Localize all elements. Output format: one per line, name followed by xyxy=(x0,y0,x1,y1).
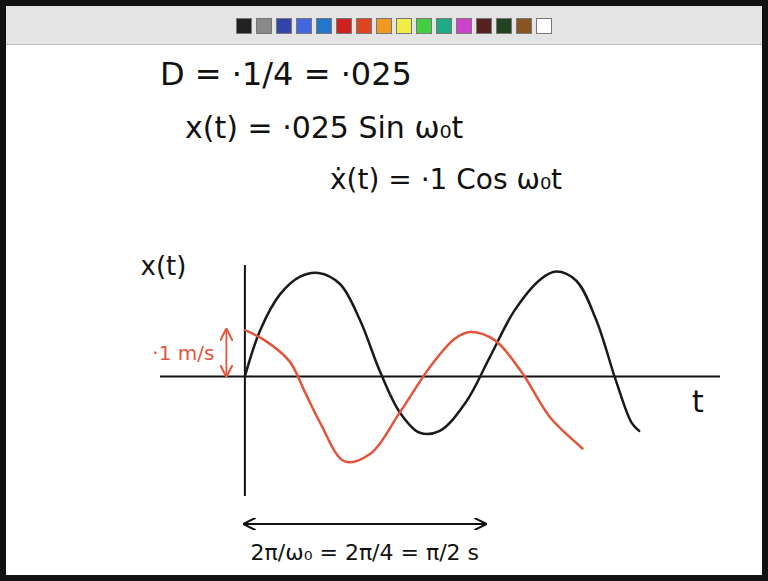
svg-text:t: t xyxy=(692,384,704,419)
svg-text:·1 m/s: ·1 m/s xyxy=(152,341,214,365)
svg-text:2π/ω₀ = 2π/4 = π/2 s: 2π/ω₀ = 2π/4 = π/2 s xyxy=(251,540,480,565)
html-text:D = ·1/4 = ·025: D = ·1/4 = ·025 xyxy=(160,55,412,93)
html-text:x(t) = ·025 Sin ω₀t: x(t) = ·025 Sin ω₀t xyxy=(185,110,464,145)
svg-text:x(t): x(t) xyxy=(141,251,187,281)
html-text:ẋ(t) = ·1 Cos ω₀t: ẋ(t) = ·1 Cos ω₀t xyxy=(330,163,563,196)
